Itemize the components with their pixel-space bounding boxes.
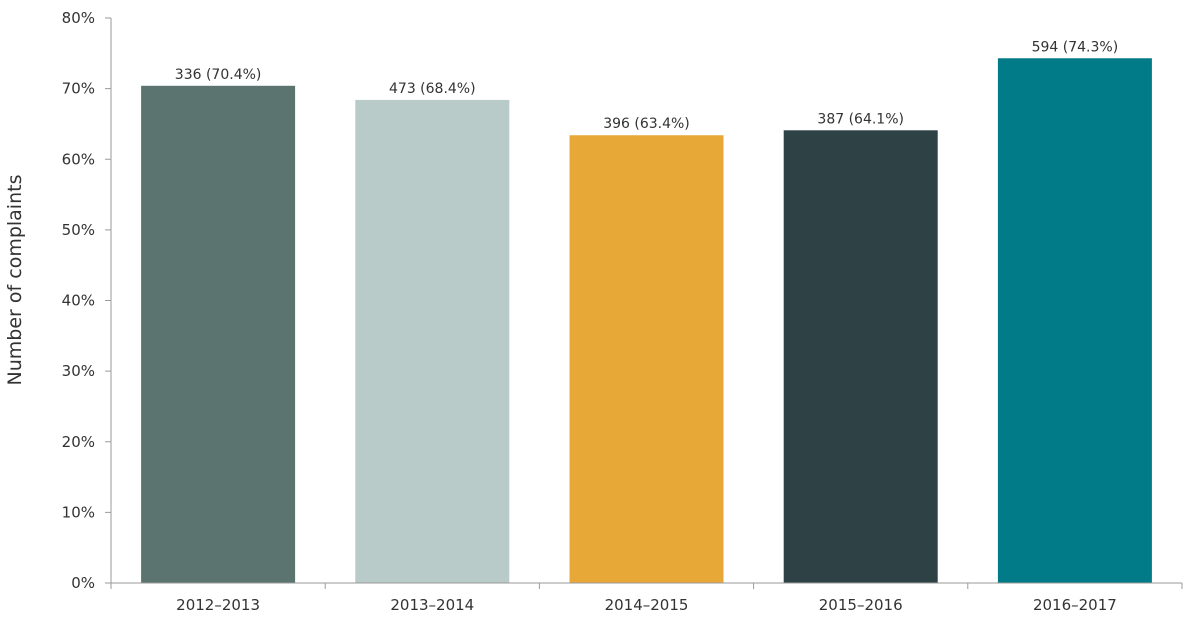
- y-tick-label: 80%: [62, 9, 95, 27]
- x-category-label: 2013–2014: [390, 596, 474, 614]
- data-label: 387 (64.1%): [817, 111, 904, 127]
- y-axis-title: Number of complaints: [4, 175, 26, 386]
- bar-2012–2013: [141, 85, 296, 584]
- y-axis-ticks: 0% 10% 20% 30% 40% 50% 60% 70% 80%: [62, 9, 111, 592]
- x-category-label: 2015–2016: [819, 596, 903, 614]
- y-tick-label: 70%: [62, 80, 95, 98]
- x-axis-ticks: 2012–2013 2013–2014 2014–2015 2015–2016 2016…: [110, 583, 1183, 614]
- bar-2015–2016: [783, 130, 938, 583]
- bars: [141, 58, 1152, 584]
- data-label: 594 (74.3%): [1032, 39, 1119, 55]
- data-label: 473 (68.4%): [389, 81, 476, 97]
- y-tick-label: 20%: [62, 433, 95, 451]
- y-tick-label: 60%: [62, 150, 95, 168]
- y-tick-label: 50%: [62, 221, 95, 239]
- bar-2013–2014: [355, 99, 510, 584]
- y-tick-label: 0%: [71, 574, 95, 592]
- bar-2016–2017: [997, 58, 1152, 584]
- data-labels: 336 (70.4%) 473 (68.4%) 396 (63.4%) 387 (64…: [175, 39, 1118, 132]
- y-tick-label: 10%: [62, 503, 95, 521]
- x-category-label: 2016–2017: [1033, 596, 1117, 614]
- data-label: 336 (70.4%): [175, 67, 262, 83]
- data-label: 396 (63.4%): [603, 116, 690, 132]
- bar-2014–2015: [569, 135, 724, 584]
- x-category-label: 2012–2013: [176, 596, 260, 614]
- y-tick-label: 30%: [62, 362, 95, 380]
- x-category-label: 2014–2015: [605, 596, 689, 614]
- y-tick-label: 40%: [62, 292, 95, 310]
